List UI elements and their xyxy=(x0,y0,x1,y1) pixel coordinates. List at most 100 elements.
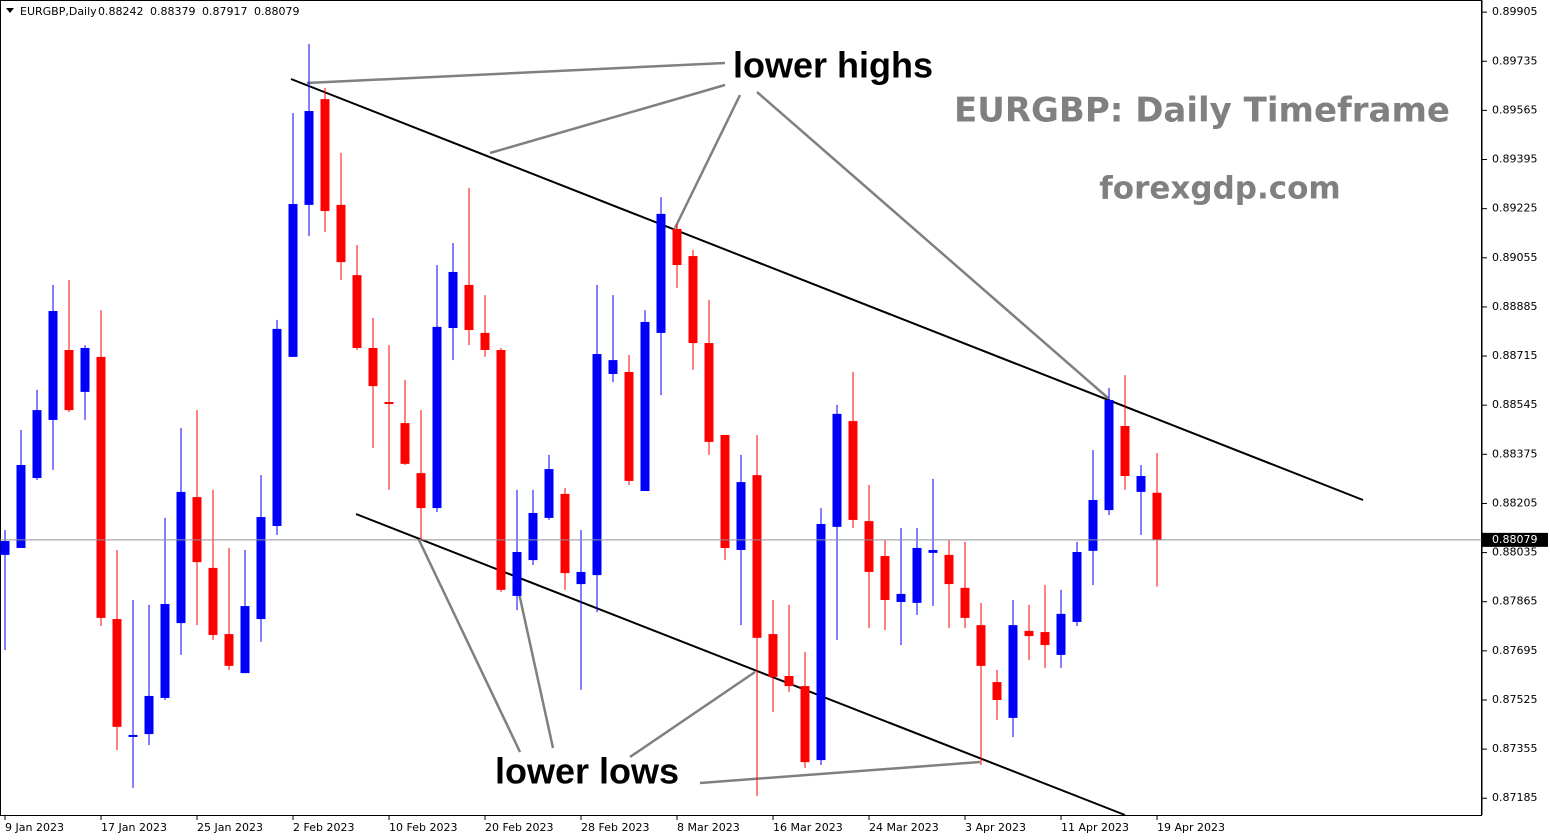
candle-body xyxy=(864,521,874,572)
x-tick-label: 16 Mar 2023 xyxy=(773,821,843,834)
candle-body xyxy=(48,310,58,420)
candle-body xyxy=(16,465,26,548)
annotation: lower highs xyxy=(733,45,933,86)
candle-body xyxy=(1008,625,1018,718)
trendlines xyxy=(290,78,1364,816)
candle-body xyxy=(784,675,794,687)
candle-body xyxy=(176,491,186,624)
menu-triangle xyxy=(6,8,14,13)
candle-body xyxy=(208,567,218,635)
candle-body xyxy=(224,634,234,666)
candle-body xyxy=(736,482,746,550)
candle-body xyxy=(144,695,154,735)
pointer xyxy=(756,91,1109,399)
pointer xyxy=(513,574,555,749)
candle-body xyxy=(688,256,698,344)
candle-body xyxy=(656,213,666,333)
upper-trendline xyxy=(290,78,1364,501)
candle-body xyxy=(944,554,954,585)
annotation: lower lows xyxy=(495,751,679,792)
header-close: 0.88079 xyxy=(254,5,300,18)
header-low: 0.87917 xyxy=(202,5,248,18)
x-tick-label: 25 Jan 2023 xyxy=(197,821,263,834)
y-tick-label: 0.88545 xyxy=(1492,398,1538,411)
candle-body xyxy=(960,587,970,618)
candle-body xyxy=(400,423,410,464)
candle-body xyxy=(752,475,762,638)
candle-body xyxy=(640,321,650,492)
candle-body xyxy=(416,473,426,509)
y-tick-label: 0.88205 xyxy=(1492,496,1538,509)
candle-body xyxy=(336,204,346,263)
y-tick-label: 0.88715 xyxy=(1492,349,1538,362)
y-tick-label: 0.89735 xyxy=(1492,54,1538,67)
candle-body xyxy=(384,402,394,405)
candle-body xyxy=(480,332,490,350)
x-tick-label: 10 Feb 2023 xyxy=(389,821,457,834)
candle-body xyxy=(816,523,826,761)
x-tick-label: 2 Feb 2023 xyxy=(293,821,354,834)
plot-frame xyxy=(0,0,1482,816)
y-tick-label: 0.87185 xyxy=(1492,791,1538,804)
candle-body xyxy=(608,360,618,374)
y-tick-label: 0.87355 xyxy=(1492,742,1538,755)
candle-body xyxy=(544,469,554,518)
pointer-lines xyxy=(306,61,1109,785)
x-tick-label: 9 Jan 2023 xyxy=(5,821,64,834)
y-tick-label: 0.89395 xyxy=(1492,153,1538,166)
x-tick-label: 19 Apr 2023 xyxy=(1157,821,1225,834)
candle-body xyxy=(896,593,906,603)
candle-body xyxy=(768,634,778,677)
candle-body xyxy=(256,517,266,620)
candle-body xyxy=(1088,499,1098,551)
price-label-box xyxy=(1482,532,1548,547)
pointer xyxy=(417,539,522,753)
candle-body xyxy=(0,541,10,555)
candle-body xyxy=(912,547,922,603)
candle-body xyxy=(528,512,538,561)
pointer xyxy=(699,760,981,785)
candle-body xyxy=(32,410,42,479)
x-tick-label: 20 Feb 2023 xyxy=(485,821,553,834)
candle-body xyxy=(704,343,714,442)
candle-body xyxy=(1136,475,1146,492)
candle-body xyxy=(496,349,506,590)
candle-body xyxy=(464,284,474,331)
candles xyxy=(0,43,1162,796)
candle-body xyxy=(64,349,74,411)
candle-body xyxy=(1104,399,1114,511)
candle-body xyxy=(624,371,634,481)
candle-body xyxy=(352,275,362,348)
candle-body xyxy=(800,686,810,763)
candle-body xyxy=(240,606,250,674)
y-tick-label: 0.88375 xyxy=(1492,447,1538,460)
candle-body xyxy=(672,228,682,266)
lower-trendline xyxy=(355,513,1126,816)
x-tick-label: 17 Jan 2023 xyxy=(101,821,167,834)
candle-body xyxy=(1040,632,1050,646)
y-tick-label: 0.89225 xyxy=(1492,202,1538,215)
y-tick-label: 0.89905 xyxy=(1492,5,1538,18)
candle-body xyxy=(304,110,314,205)
candle-body xyxy=(880,556,890,600)
candle-body xyxy=(1056,613,1066,655)
candle-body xyxy=(432,326,442,509)
x-tick-label: 11 Apr 2023 xyxy=(1061,821,1129,834)
price-label: 0.88079 xyxy=(1492,533,1538,546)
candle-body xyxy=(1120,425,1130,476)
pointer xyxy=(629,670,756,759)
pointer xyxy=(489,83,726,155)
y-tick-label: 0.87695 xyxy=(1492,644,1538,657)
candle-body xyxy=(560,493,570,574)
x-tick-label: 8 Mar 2023 xyxy=(677,821,740,834)
x-tick-label: 3 Apr 2023 xyxy=(965,821,1026,834)
candle-body xyxy=(592,354,602,576)
candle-body xyxy=(160,604,170,698)
y-tick-label: 0.87525 xyxy=(1492,693,1538,706)
candle-body xyxy=(1072,552,1082,622)
candle-body xyxy=(1024,630,1034,637)
candle-body xyxy=(192,497,202,563)
chart-subtitle: forexgdp.com xyxy=(1099,171,1340,207)
pointer xyxy=(673,94,742,229)
